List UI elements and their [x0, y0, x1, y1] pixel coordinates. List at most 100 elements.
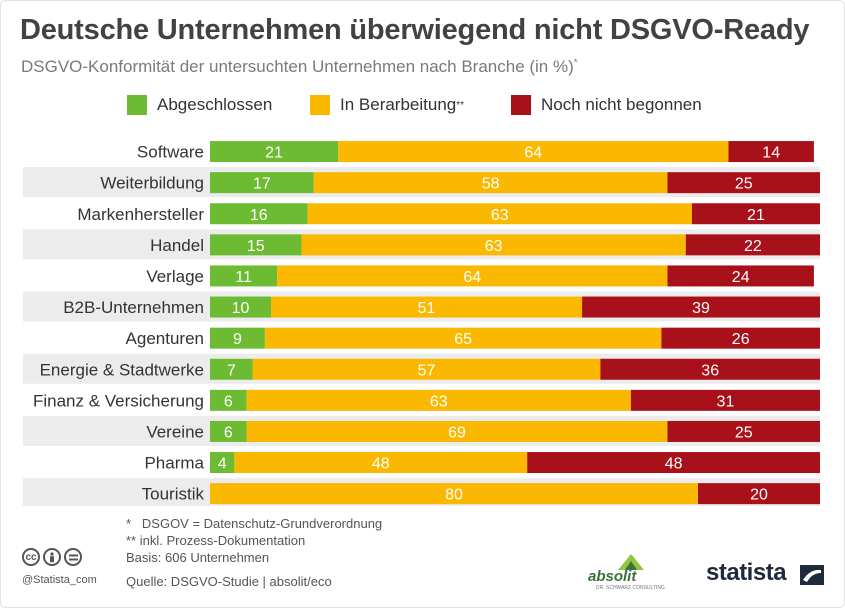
subtitle-mark: * — [573, 57, 578, 69]
data-label: 58 — [482, 176, 500, 193]
footnote-2: ** inkl. Prozess-Dokumentation — [126, 533, 306, 548]
bar-noch-nicht — [667, 172, 820, 194]
data-label: 63 — [485, 238, 503, 255]
bar-noch-nicht — [698, 483, 820, 505]
statista-logo: statista — [706, 559, 824, 587]
category-label: Markenhersteller — [77, 205, 204, 224]
statista-wordmark: statista — [706, 559, 787, 586]
bar-in-bearbeitung — [338, 141, 729, 163]
data-label: 7 — [227, 362, 236, 379]
footnotes: * DSGOV = Datenschutz-Grundverordnung **… — [126, 515, 382, 566]
bar-abgeschlossen — [210, 172, 314, 194]
bar-abgeschlossen — [210, 389, 247, 411]
data-label: 11 — [235, 269, 252, 286]
bar-in-bearbeitung — [301, 234, 686, 256]
legend-label-abgeschlossen: Abgeschlossen — [157, 95, 273, 114]
data-label: 48 — [372, 456, 390, 473]
bar-abgeschlossen — [210, 452, 235, 474]
data-label: 9 — [233, 331, 242, 348]
legend-item-abgeschlossen: Abgeschlossen — [127, 95, 272, 115]
data-label: 16 — [250, 207, 268, 224]
bar-noch-nicht — [630, 389, 820, 411]
bar-noch-nicht — [728, 141, 814, 163]
data-label: 36 — [701, 362, 719, 379]
data-label: 22 — [744, 238, 762, 255]
bar-noch-nicht — [661, 327, 820, 349]
category-label: Energie & Stadtwerke — [40, 360, 204, 379]
bar-in-bearbeitung — [277, 265, 668, 287]
category-label: Finanz & Versicherung — [33, 391, 204, 410]
legend-label-in-bearbeitung: In Berarbeitung — [340, 95, 457, 114]
data-label: 63 — [430, 393, 448, 410]
chart-title: Deutsche Unternehmen überwiegend nicht D… — [20, 14, 810, 46]
data-label: 17 — [253, 176, 271, 193]
footnote-1: * DSGOV = Datenschutz-Grundverordnung — [126, 516, 383, 531]
bar-abgeschlossen — [210, 420, 247, 442]
absolit-wordmark: absolit — [588, 568, 637, 585]
legend-item-in-bearbeitung: In Berarbeitung ** — [310, 95, 464, 115]
category-label: Verlage — [146, 267, 204, 286]
bar-noch-nicht — [527, 452, 820, 474]
legend-swatch-green — [127, 95, 147, 115]
bar-in-bearbeitung — [246, 420, 668, 442]
chart-subtitle: DSGVO-Konformität der untersuchten Unter… — [21, 57, 578, 77]
footnote-3: Basis: 606 Unternehmen — [126, 550, 270, 565]
category-label: Software — [137, 143, 204, 162]
data-label: 69 — [448, 424, 466, 441]
bar-abgeschlossen — [210, 234, 302, 256]
license-icons: cc — [22, 548, 82, 566]
category-label: Touristik — [142, 485, 205, 504]
data-label: 39 — [692, 300, 710, 317]
bar-noch-nicht — [582, 296, 820, 318]
bar-abgeschlossen — [210, 203, 308, 225]
category-label: Handel — [150, 236, 204, 255]
bar-in-bearbeitung — [264, 327, 662, 349]
bar-in-bearbeitung — [252, 358, 601, 380]
absolit-mark-icon — [618, 554, 644, 570]
cc-icon: cc — [22, 548, 40, 566]
legend-mark-in-bearbeitung: ** — [456, 99, 465, 111]
bar-noch-nicht — [667, 265, 814, 287]
data-label: 15 — [247, 238, 265, 255]
data-label: 48 — [665, 456, 683, 473]
legend-swatch-red — [511, 95, 531, 115]
bar-abgeschlossen — [210, 358, 253, 380]
bar-in-bearbeitung — [307, 203, 692, 225]
data-label: 31 — [717, 393, 735, 410]
bar-abgeschlossen — [210, 265, 278, 287]
bar-in-bearbeitung — [234, 452, 528, 474]
equal-icon — [64, 548, 82, 566]
source-note: Quelle: DSGVO-Studie | absolit/eco — [126, 574, 332, 589]
bar-in-bearbeitung — [210, 483, 698, 505]
statista-handle: @Statista_com — [22, 574, 97, 586]
data-label: 14 — [762, 145, 780, 162]
data-label: 24 — [732, 269, 750, 286]
bar-noch-nicht — [667, 420, 820, 442]
data-label: 65 — [454, 331, 472, 348]
person-icon — [50, 551, 54, 562]
category-label: Vereine — [146, 422, 204, 441]
bar-abgeschlossen — [210, 141, 339, 163]
data-label: 64 — [463, 269, 481, 286]
legend-item-noch-nicht: Noch nicht begonnen — [511, 95, 702, 115]
data-label: 26 — [732, 331, 750, 348]
bar-noch-nicht — [600, 358, 820, 380]
by-icon — [43, 548, 61, 566]
category-label: Pharma — [144, 454, 204, 473]
data-label: 64 — [524, 145, 542, 162]
data-label: 57 — [418, 362, 436, 379]
statista-mark-icon — [800, 565, 824, 585]
category-label: Agenturen — [126, 329, 204, 348]
bar-in-bearbeitung — [313, 172, 668, 194]
category-label: B2B-Unternehmen — [63, 298, 204, 317]
data-label: 10 — [232, 300, 250, 317]
absolit-subline: DR. SCHWARZ CONSULTING — [596, 585, 665, 591]
data-label: 80 — [445, 487, 463, 504]
bar-in-bearbeitung — [246, 389, 631, 411]
equal-sign — [68, 554, 78, 560]
data-label: 6 — [224, 393, 233, 410]
data-label: 63 — [491, 207, 509, 224]
data-label: 4 — [218, 456, 227, 473]
data-label: 21 — [747, 207, 765, 224]
